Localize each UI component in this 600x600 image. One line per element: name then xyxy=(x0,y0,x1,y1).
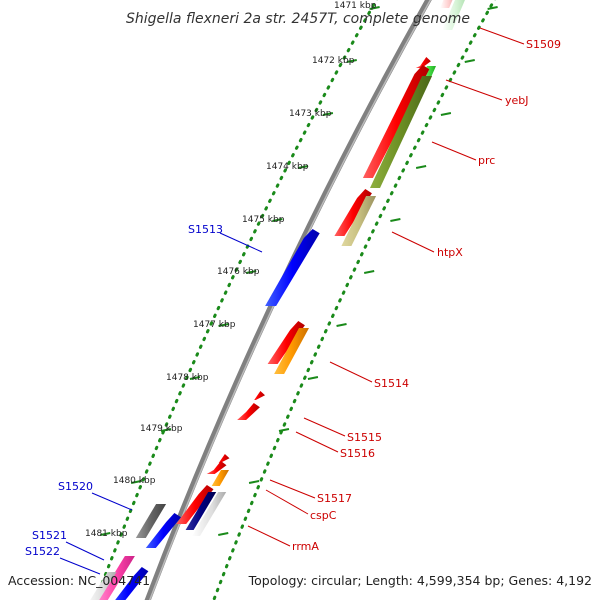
tick-mark xyxy=(189,376,201,380)
gene-feature-s1509-b[interactable] xyxy=(442,0,469,30)
tick-label: 1474 kbp xyxy=(266,162,309,172)
gene-label-yebj[interactable]: yebJ xyxy=(505,94,529,107)
label-connector xyxy=(265,489,309,515)
tick-mark xyxy=(218,323,229,327)
tick-label: 1472 kbp xyxy=(312,56,355,66)
label-connector xyxy=(59,557,101,575)
tick-mark xyxy=(100,532,111,536)
label-connector xyxy=(303,417,346,437)
tick-label: 1475 kbp xyxy=(242,215,285,225)
tick-label: 1471 kbp xyxy=(334,1,377,11)
label-connector xyxy=(431,141,477,161)
gene-feature-s1514-orange[interactable] xyxy=(274,328,309,374)
gene-feature-prc-cds[interactable] xyxy=(362,65,430,178)
gene-feature-s1514-red[interactable] xyxy=(267,321,305,364)
tick-mark xyxy=(487,6,498,10)
gene-feature-htpx-red[interactable] xyxy=(334,189,372,236)
label-connector xyxy=(295,431,339,453)
tick-label: 1481 kbp xyxy=(85,529,128,539)
gene-feature-s1520-gray[interactable] xyxy=(135,504,167,538)
tick-label: 1477 kbp xyxy=(193,320,236,330)
label-connector xyxy=(479,27,525,45)
gene-feature-cspc-orange[interactable] xyxy=(211,470,229,486)
tick-mark xyxy=(440,112,452,116)
label-connector xyxy=(391,231,435,253)
tick-mark xyxy=(248,480,260,484)
gene-feature-s1520-blue[interactable] xyxy=(145,513,181,548)
map-title: Shigella flexneri 2a str. 2457T, complet… xyxy=(126,11,470,27)
gene-label-s1516[interactable]: S1516 xyxy=(340,447,375,460)
tick-mark xyxy=(245,270,257,274)
gene-feature-s1509-a[interactable] xyxy=(440,0,457,8)
gene-feature-s1516[interactable] xyxy=(237,403,260,420)
tick-mark xyxy=(369,6,380,10)
gene-label-s1522[interactable]: S1522 xyxy=(25,545,60,558)
gene-feature-htpx-khaki[interactable] xyxy=(341,196,377,246)
gene-label-htpx[interactable]: htpX xyxy=(437,246,463,259)
gene-feature-cspc-red[interactable] xyxy=(206,461,227,474)
tick-mark xyxy=(415,165,427,169)
tick-mark xyxy=(297,165,309,169)
tick-label: 1476 kbp xyxy=(217,267,260,277)
tick-mark xyxy=(160,428,172,432)
tick-label: 1479 kbp xyxy=(140,424,183,434)
gene-feature-rrma-navy[interactable] xyxy=(185,492,217,530)
label-connector xyxy=(91,492,133,511)
gene-feature-s1522-white[interactable] xyxy=(84,572,117,600)
label-connector xyxy=(329,361,373,383)
label-connector xyxy=(219,232,263,253)
tick-mark xyxy=(346,59,357,63)
gene-label-prc[interactable]: prc xyxy=(478,154,495,167)
gene-feature-prc-olive[interactable] xyxy=(370,76,433,188)
gene-label-cspc[interactable]: cspC xyxy=(310,509,337,522)
gene-label-s1515[interactable]: S1515 xyxy=(347,431,382,444)
tick-track-inner xyxy=(94,0,379,600)
tick-mark xyxy=(464,59,475,63)
tick-mark xyxy=(218,532,229,536)
label-connector xyxy=(445,79,503,101)
gene-feature-s1517[interactable] xyxy=(214,454,230,463)
tick-mark xyxy=(307,376,319,380)
gene-feature-s1522[interactable] xyxy=(108,567,149,600)
tick-label: 1478 kbp xyxy=(166,373,209,383)
gene-feature-s1513[interactable] xyxy=(265,229,320,306)
gene-label-s1509[interactable]: S1509 xyxy=(526,38,561,51)
gene-label-s1520[interactable]: S1520 xyxy=(58,480,93,493)
gene-label-rrma[interactable]: rrmA xyxy=(292,540,319,553)
gene-feature-rrma-white[interactable] xyxy=(192,492,227,536)
gene-label-s1513[interactable]: S1513 xyxy=(188,223,223,236)
gene-feature-rrma-red[interactable] xyxy=(176,485,214,524)
gene-label-s1517[interactable]: S1517 xyxy=(317,492,352,505)
tick-mark xyxy=(130,480,142,484)
gene-label-s1521[interactable]: S1521 xyxy=(32,529,67,542)
tick-mark xyxy=(363,270,375,274)
label-connector xyxy=(65,541,105,561)
tick-track-outer xyxy=(212,0,497,600)
tick-mark xyxy=(278,428,290,432)
tick-mark xyxy=(336,323,347,327)
tick-mark xyxy=(322,112,334,116)
tick-mark xyxy=(390,218,401,222)
tick-label: 1480 kbp xyxy=(113,476,156,486)
gene-feature-s1515[interactable] xyxy=(249,391,265,400)
label-connector xyxy=(247,525,291,547)
gene-feature-yebj-small[interactable] xyxy=(415,57,431,68)
accession-text: Accession: NC_004741 xyxy=(8,573,151,588)
tick-mark xyxy=(272,218,283,222)
label-connector xyxy=(269,479,316,499)
gene-feature-s1521[interactable] xyxy=(97,556,135,600)
topology-text: Topology: circular; Length: 4,599,354 bp… xyxy=(248,573,592,588)
gene-label-s1514[interactable]: S1514 xyxy=(374,377,409,390)
tick-label: 1473 kbp xyxy=(289,109,332,119)
